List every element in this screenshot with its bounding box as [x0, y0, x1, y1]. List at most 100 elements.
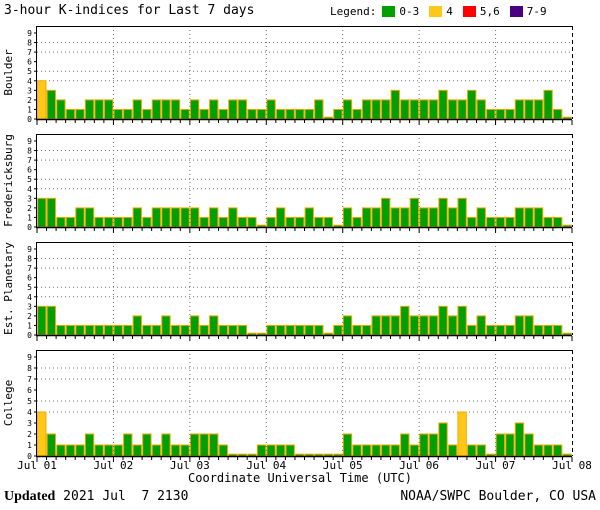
k-bar: [151, 207, 162, 228]
k-bar: [381, 315, 391, 336]
k-bar: [524, 99, 534, 120]
k-bar: [438, 422, 448, 457]
k-bar: [438, 305, 448, 336]
k-bar: [199, 108, 209, 120]
k-bar: [161, 99, 171, 120]
legend-item-green: 0-3: [382, 5, 419, 18]
k-bar: [352, 216, 362, 228]
k-bar: [266, 216, 276, 228]
k-bar: [295, 216, 305, 228]
k-bar: [371, 207, 381, 228]
legend-title: Legend:: [330, 5, 377, 18]
k-bar: [123, 433, 133, 457]
k-bar: [142, 433, 152, 457]
k-bar: [333, 108, 343, 120]
k-bar: [180, 207, 190, 228]
k-bar: [524, 315, 534, 336]
k-bar: [514, 207, 525, 228]
k-bar: [189, 315, 200, 336]
updated-label: Updated: [4, 489, 56, 504]
k-bar: [314, 324, 324, 336]
k-bar: [457, 197, 467, 228]
k-bar: [381, 444, 391, 457]
k-bar: [275, 108, 286, 120]
k-bar: [56, 216, 66, 228]
k-bar: [94, 324, 104, 336]
k-bar: [209, 315, 219, 336]
k-bar: [533, 324, 544, 336]
legend: Legend: 0-3 4 5,6 7-9: [330, 5, 557, 18]
k-bar: [285, 216, 295, 228]
k-bar: [46, 197, 57, 228]
k-bar: [285, 324, 295, 336]
y-tick-label: 2: [27, 204, 32, 213]
y-tick-label: 6: [27, 386, 32, 395]
k-bar: [285, 444, 295, 457]
k-bar: [552, 108, 563, 120]
y-tick-label: 0: [27, 223, 32, 232]
k-bar: [65, 444, 76, 457]
k-bar: [419, 433, 429, 457]
k-bar: [266, 324, 276, 336]
k-bar: [75, 324, 85, 336]
k-bar: [342, 99, 353, 120]
k-bar: [65, 108, 76, 120]
k-bar: [275, 444, 286, 457]
k-bar: [113, 108, 123, 120]
k-bar: [476, 315, 486, 336]
y-tick-label: 6: [27, 58, 32, 67]
k-bar: [314, 99, 324, 120]
updated-text: Updated 2021 Jul 7 2130: [4, 489, 188, 505]
k-bar: [180, 324, 190, 336]
y-tick-label: 9: [27, 353, 32, 362]
k-bar: [543, 89, 553, 120]
k-bar: [428, 433, 439, 457]
y-tick-label: 8: [27, 147, 32, 156]
k-bar: [142, 324, 152, 336]
credit-text: NOAA/SWPC Boulder, CO USA: [400, 489, 596, 504]
k-bar: [199, 324, 209, 336]
k-bar: [247, 108, 257, 120]
k-bar: [113, 444, 123, 457]
k-bar: [371, 444, 381, 457]
k-bar: [467, 444, 477, 457]
k-bar: [218, 444, 228, 457]
k-bar: [390, 444, 400, 457]
y-tick-label: 0: [27, 115, 32, 124]
x-tick-label: Jul 01: [17, 459, 57, 472]
k-bar: [123, 108, 133, 120]
y-tick-label: 1: [27, 213, 32, 222]
y-tick-label: 8: [27, 39, 32, 48]
k-bar: [56, 99, 66, 120]
y-tick-label: 6: [27, 274, 32, 283]
y-tick-label: 7: [27, 156, 32, 165]
k-bar: [65, 324, 76, 336]
k-bar: [400, 433, 410, 457]
k-bar: [352, 108, 362, 120]
k-bar: [151, 99, 162, 120]
k-bar: [304, 324, 314, 336]
k-bar: [37, 80, 47, 120]
y-tick-label: 2: [27, 312, 32, 321]
k-bar: [400, 207, 410, 228]
k-bar: [381, 99, 391, 120]
k-bar: [161, 207, 171, 228]
k-bar: [84, 324, 95, 336]
k-bar: [524, 433, 534, 457]
x-tick-label: Jul 08: [552, 459, 592, 472]
k-bar: [132, 207, 142, 228]
y-tick-label: 8: [27, 255, 32, 264]
k-bar: [65, 216, 76, 228]
k-bar: [390, 315, 400, 336]
k-bar: [505, 216, 515, 228]
k-bar: [476, 444, 486, 457]
legend-item-purple: 7-9: [509, 5, 547, 18]
k-bar: [170, 207, 181, 228]
y-tick-label: 6: [27, 166, 32, 175]
legend-item-red: 5,6: [462, 5, 500, 18]
station-label: Fredericksburg: [2, 134, 15, 227]
k-bar: [142, 216, 152, 228]
k-bar: [228, 99, 238, 120]
